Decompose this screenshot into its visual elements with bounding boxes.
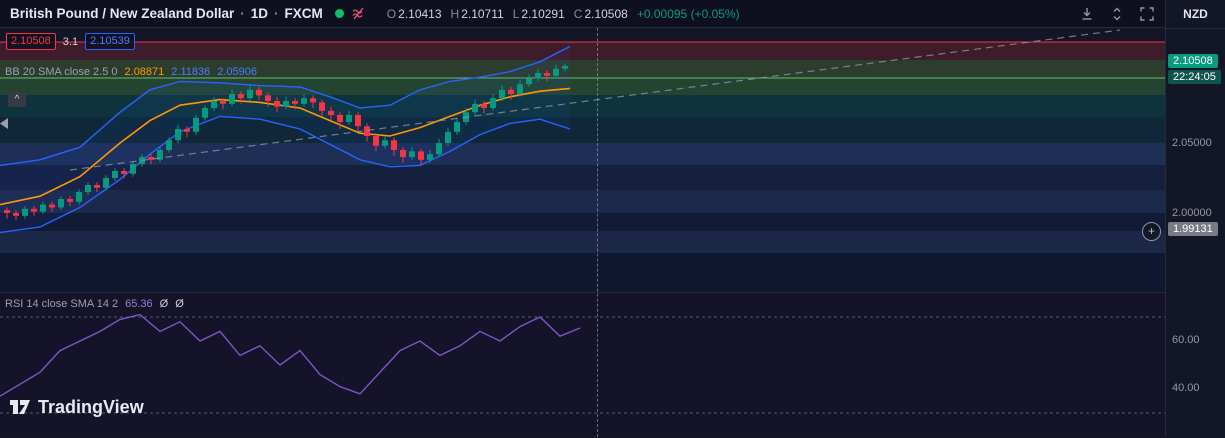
alert-price-badge[interactable]: 2.10508 xyxy=(6,33,56,50)
add-alert-plus-icon[interactable]: + xyxy=(1142,222,1161,241)
ohlc-label-o: O xyxy=(386,6,397,21)
tradingview-logo-icon xyxy=(10,400,30,414)
rsi-pane[interactable]: RSI 14 close SMA 14 2 65.36 Ø Ø xyxy=(0,292,1165,437)
collapse-indicator-button[interactable]: ^ xyxy=(8,93,26,107)
market-status-dot-icon[interactable] xyxy=(334,8,345,19)
price-label-row: 2.10508 3.1 2.10539 xyxy=(6,33,135,50)
price-tick: 2.00000 xyxy=(1172,207,1212,219)
spread-value: 3.1 xyxy=(62,35,79,48)
ohlc-readout: O 2.10413 H 2.10711 L 2.10291 C 2.10508 +0.0… xyxy=(387,7,740,21)
main-chart-pane[interactable]: 2.10508 3.1 2.10539 BB 20 SMA close 2.5 … xyxy=(0,28,1165,292)
bb-status-row[interactable]: BB 20 SMA close 2.5 0 2.08871 2.11836 2.… xyxy=(5,66,257,78)
rsi-status-row[interactable]: RSI 14 close SMA 14 2 65.36 Ø Ø xyxy=(5,298,184,310)
tradingview-logo[interactable]: TradingView xyxy=(8,396,144,418)
ohlc-high: 2.10711 xyxy=(461,6,504,21)
rsi-indicator-title[interactable]: RSI 14 close SMA 14 2 xyxy=(5,298,119,310)
expand-vertical-icon[interactable] xyxy=(1109,6,1125,22)
rsi-tick: 60.00 xyxy=(1172,334,1200,346)
ohlc-label-l: L xyxy=(512,6,520,21)
delayed-data-icon[interactable] xyxy=(351,6,366,21)
interval-label: 1D xyxy=(250,6,269,21)
symbol-info-button[interactable]: British Pound / New Zealand Dollar · 1D … xyxy=(10,6,323,21)
vertical-dashed-line xyxy=(597,28,598,437)
currency-unit-button[interactable]: NZD xyxy=(1166,0,1225,29)
exchange-label: FXCM xyxy=(284,6,323,21)
bb-lower-value: 2.05906 xyxy=(217,66,257,78)
price-axis[interactable]: NZD 2.10508 22:24:05 2.05000 2.00000 1.9… xyxy=(1165,0,1225,437)
order-price-badge[interactable]: 2.10539 xyxy=(85,33,135,50)
crosshair-price-badge: 1.99131 xyxy=(1168,222,1218,236)
ohlc-close: 2.10508 xyxy=(584,6,628,21)
tradingview-logo-text: TradingView xyxy=(38,396,144,417)
fullscreen-icon[interactable] xyxy=(1139,6,1155,22)
separator-dot: · xyxy=(274,6,279,21)
rsi-tick: 40.00 xyxy=(1172,382,1200,394)
bb-basis-value: 2.08871 xyxy=(124,66,165,78)
bb-indicator-title[interactable]: BB 20 SMA close 2.5 0 xyxy=(5,66,118,78)
rsi-hidden-value-1: Ø xyxy=(159,298,169,310)
rsi-hidden-value-2: Ø xyxy=(175,298,184,310)
bb-upper-value: 2.11836 xyxy=(171,66,211,78)
ohlc-open: 2.10413 xyxy=(398,6,442,21)
ohlc-label-h: H xyxy=(450,6,460,21)
bar-countdown: 22:24:05 xyxy=(1168,70,1221,84)
left-edge-marker-icon xyxy=(0,118,8,129)
candlestick-chart[interactable] xyxy=(0,28,1165,292)
ohlc-low: 2.10291 xyxy=(521,6,565,21)
separator-dot: · xyxy=(240,6,245,21)
download-icon[interactable] xyxy=(1079,6,1095,22)
rsi-chart[interactable] xyxy=(0,293,1165,438)
top-toolbar: British Pound / New Zealand Dollar · 1D … xyxy=(0,0,1165,28)
symbol-title: British Pound / New Zealand Dollar xyxy=(10,6,235,21)
last-price-badge: 2.10508 xyxy=(1168,54,1218,68)
price-tick: 2.05000 xyxy=(1172,137,1212,149)
rsi-value: 65.36 xyxy=(125,298,153,310)
change-readout: +0.00095 (+0.05%) xyxy=(636,6,740,21)
ohlc-label-c: C xyxy=(573,6,583,21)
